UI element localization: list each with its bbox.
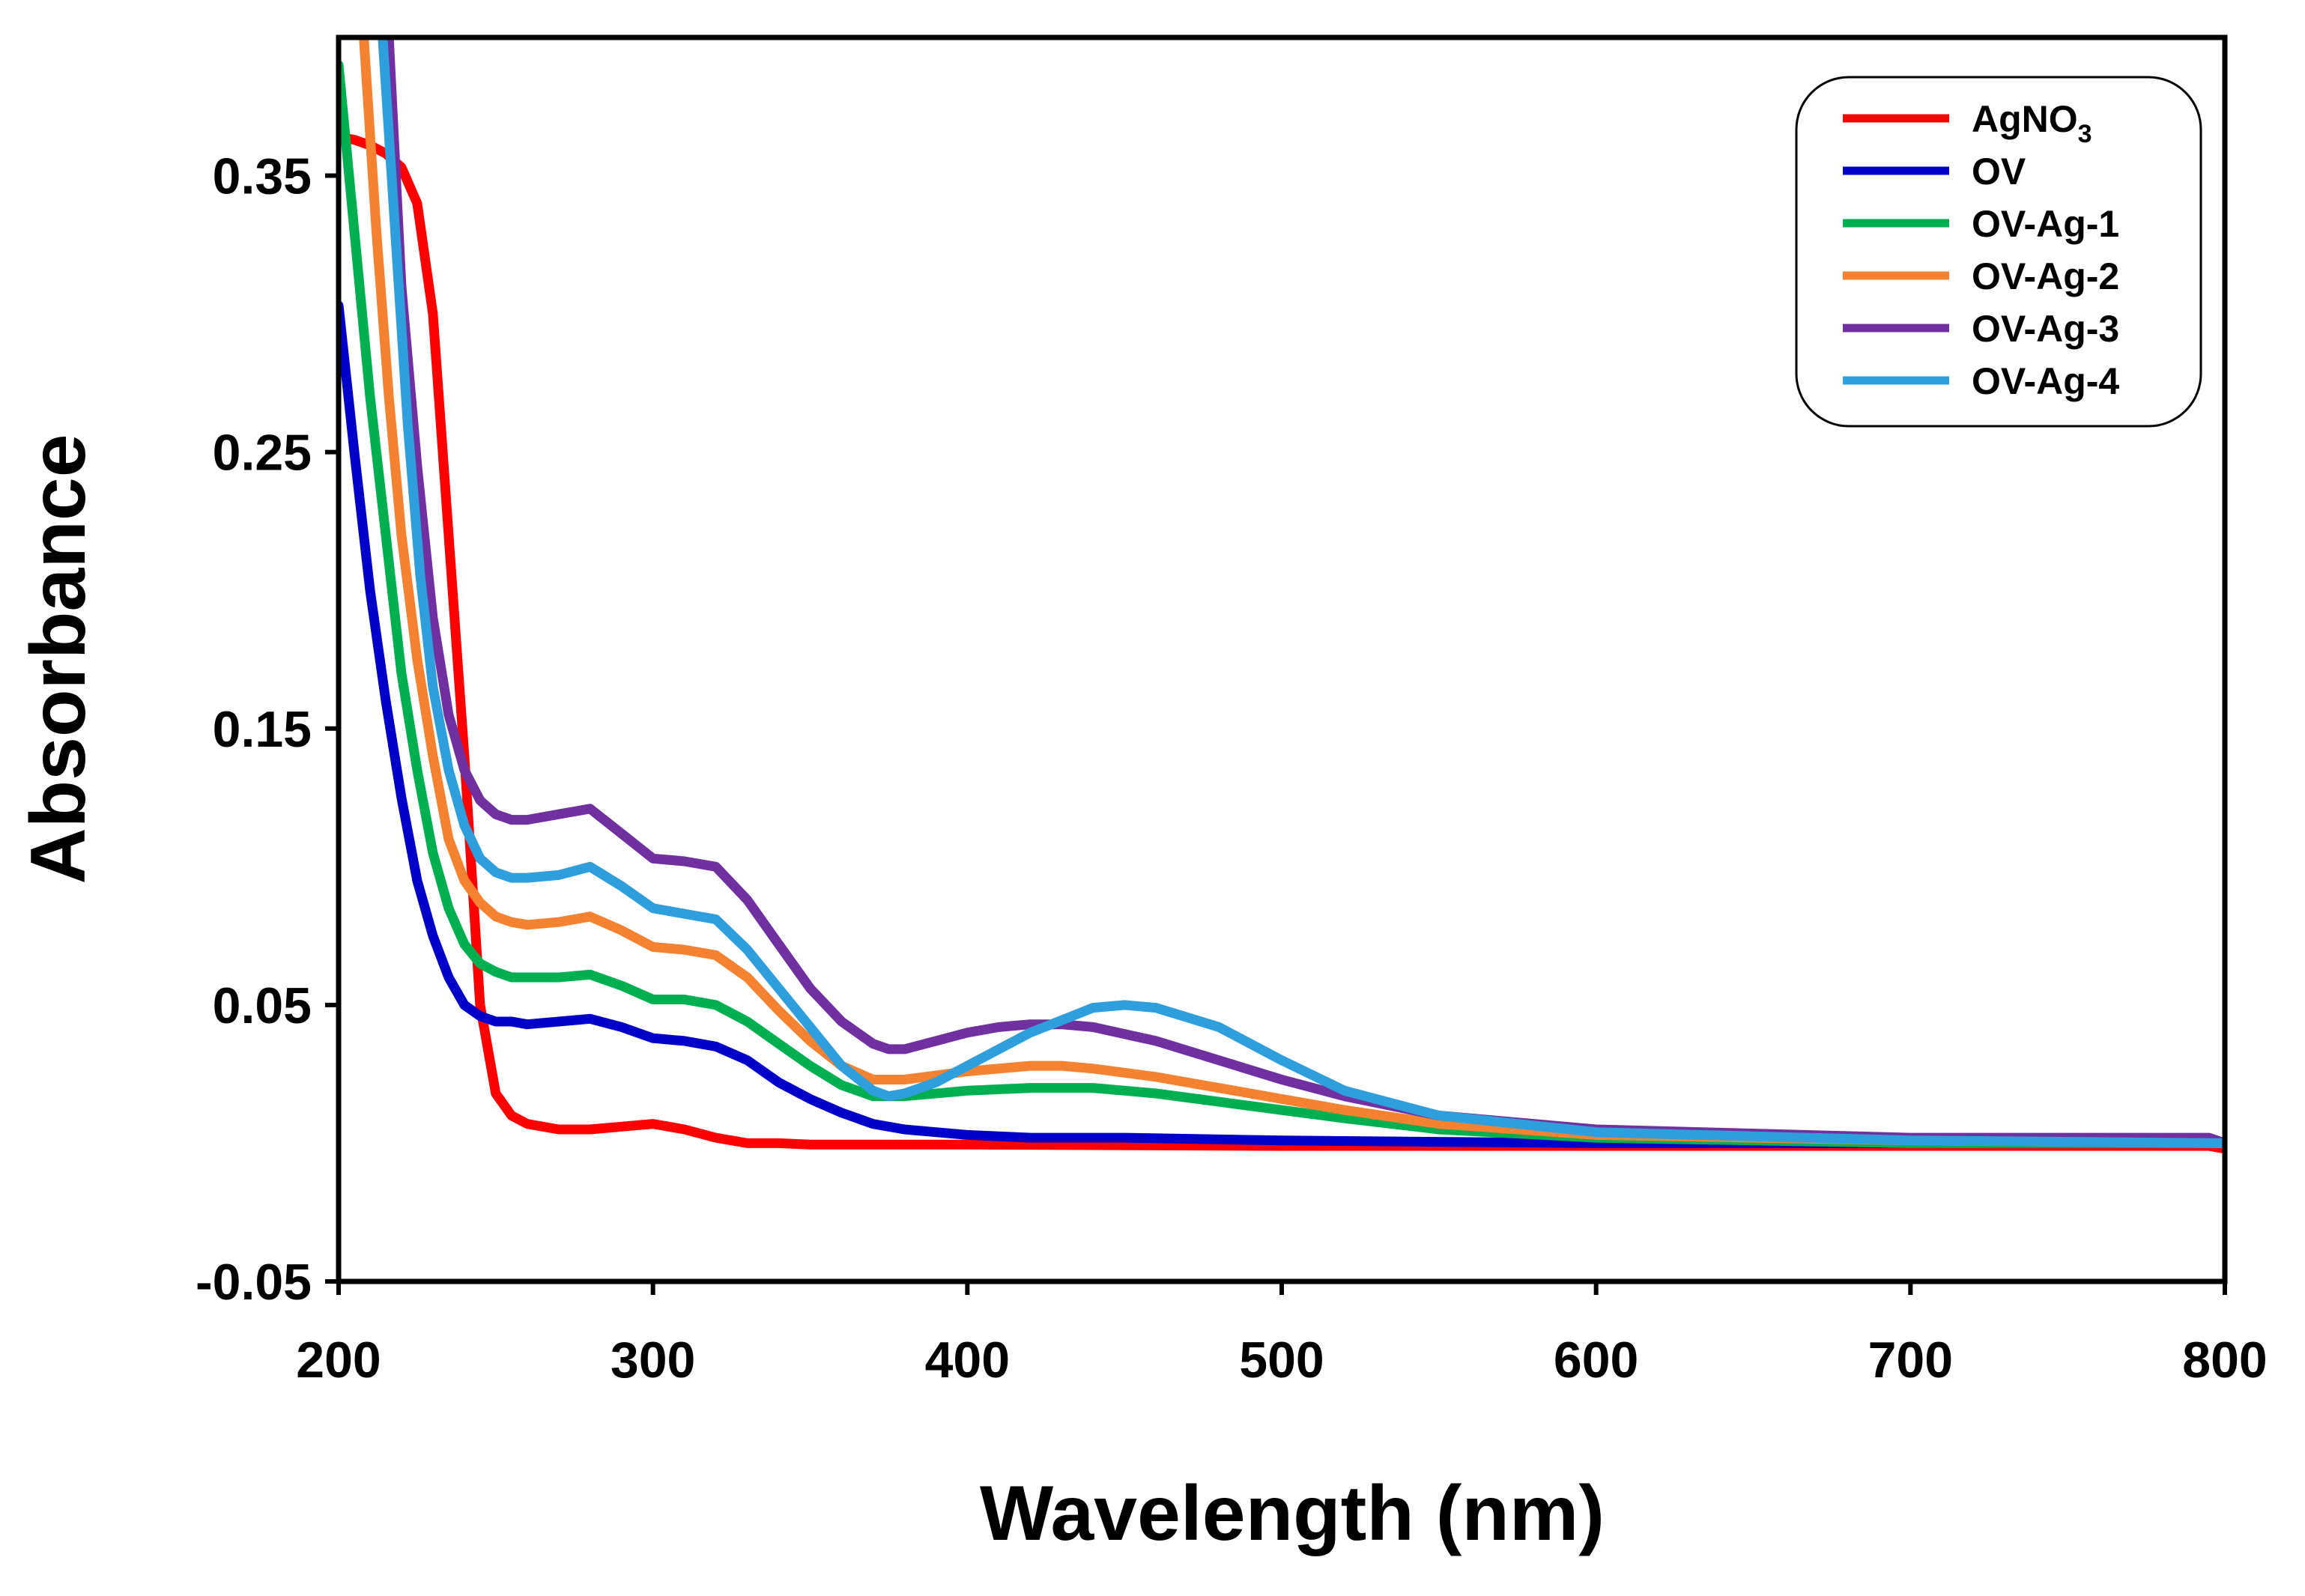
series-line-ov-ag-1 [339,60,2225,1148]
y-tick-label: -0.05 [196,1254,312,1311]
y-axis-title: Absorbance [15,434,102,884]
series-line-ov-ag-3 [384,37,2225,1148]
x-tick-label: 800 [2182,1332,2267,1389]
legend-box [1795,76,2202,428]
x-axis-title: Wavelength (nm) [980,1470,1605,1557]
x-tick-label: 400 [925,1332,1010,1389]
legend-label: OV-Ag-2 [1972,255,2119,297]
y-tick-label: 0.15 [213,701,312,758]
legend-label: OV-Ag-1 [1972,203,2119,245]
y-tick-label: 0.35 [213,148,312,205]
legend-label: OV-Ag-3 [1972,308,2119,350]
y-tick-label: 0.05 [213,977,312,1034]
series-line-agno3 [339,132,2225,1154]
x-tick-label: 600 [1554,1332,1638,1389]
legend-label: AgNO3 [1972,98,2092,148]
legend-label: OV-Ag-4 [1972,360,2119,402]
y-tick-label: 0.25 [213,425,312,482]
x-tick-label: 200 [296,1332,381,1389]
legend-label-subscript: 3 [2078,120,2092,148]
legend-label: OV [1972,151,2026,192]
x-tick-label: 500 [1239,1332,1324,1389]
x-tick-label: 700 [1868,1332,1953,1389]
x-tick-label: 300 [611,1332,695,1389]
series-line-ov-ag-4 [378,37,2225,1148]
series-line-ov-ag-2 [359,37,2225,1148]
series-line-ov [339,300,2225,1148]
